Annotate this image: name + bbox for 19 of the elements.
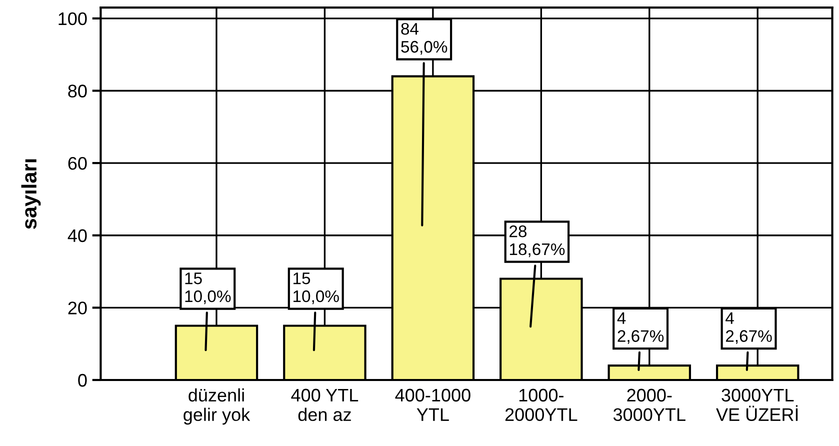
data-label: 15 10,0% — [185, 272, 231, 304]
x-tick-label: 3000YTL VE ÜZERİ — [716, 388, 798, 422]
y-tick-label: 20 — [68, 302, 87, 314]
data-label: 28 18,67% — [510, 225, 565, 258]
data-label: 84 56,0% — [401, 22, 448, 55]
x-tick-label: 2000- 3000YTL — [613, 388, 686, 422]
y-tick-label: 80 — [68, 84, 87, 98]
data-label: 4 2,67% — [726, 312, 772, 344]
x-tick-label: 400-1000 YTL — [395, 388, 470, 421]
x-tick-label: 1000- 2000YTL — [505, 388, 578, 422]
y-tick-label: 40 — [68, 229, 87, 242]
data-label: 15 10,0% — [294, 272, 339, 304]
y-tick-label: 0 — [78, 374, 87, 387]
x-tick-label: 400 YTL den az — [291, 388, 358, 422]
y-axis-title: sayıları — [21, 159, 41, 229]
data-label: 4 2,67% — [617, 312, 664, 344]
y-tick-label: 100 — [58, 12, 87, 26]
x-tick-label: düzenli gelir yok — [184, 388, 250, 425]
y-tick-label: 60 — [68, 156, 87, 170]
